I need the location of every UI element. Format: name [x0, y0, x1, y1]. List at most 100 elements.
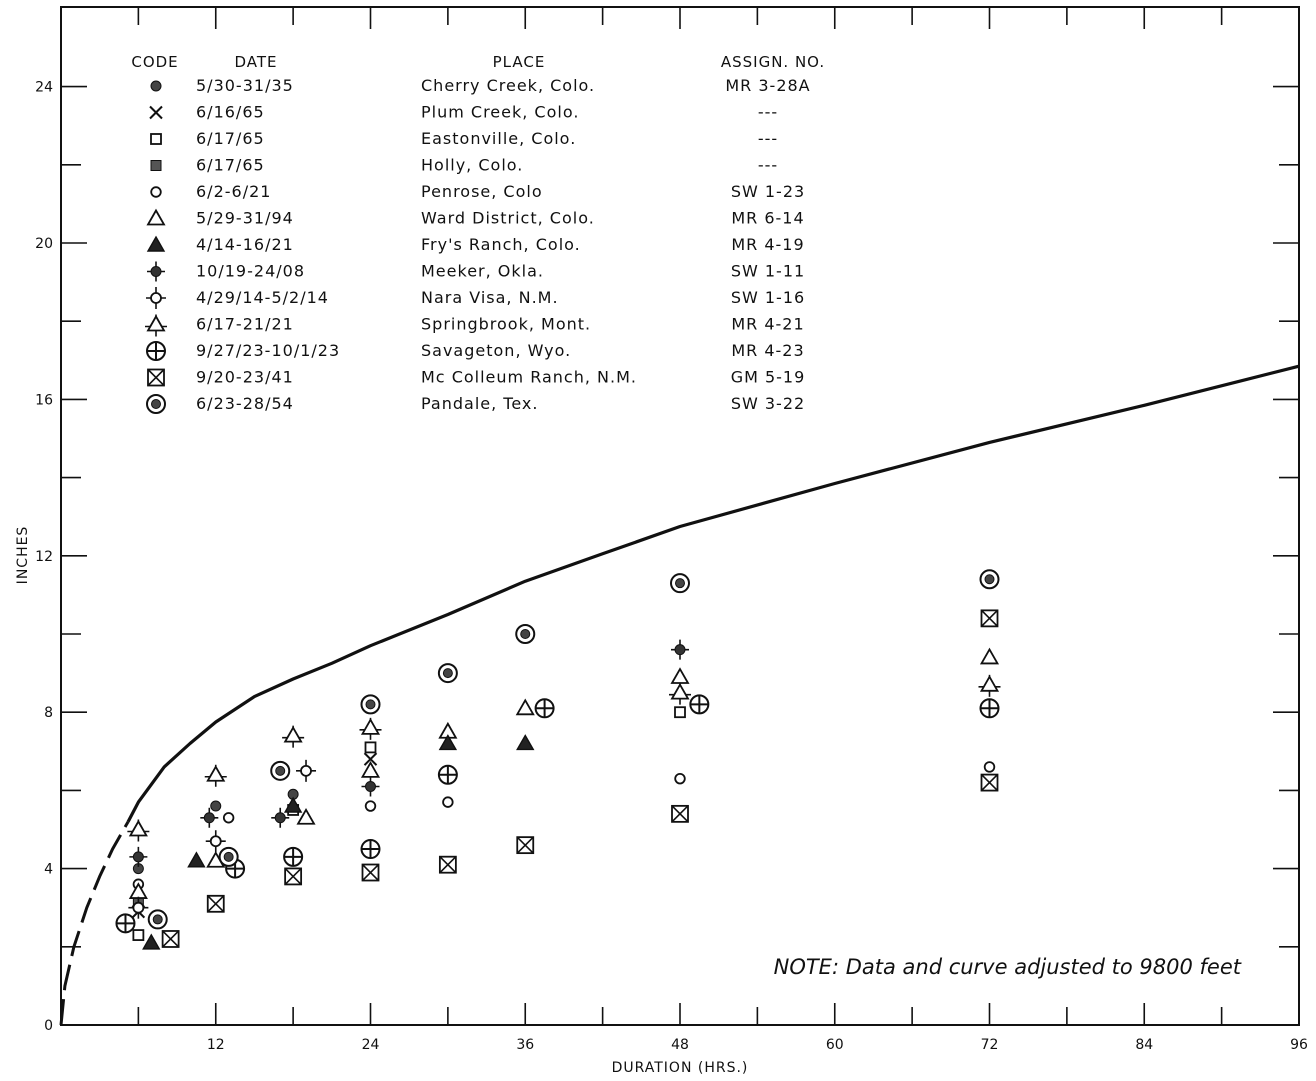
legend-symbol-ringed-dot — [146, 394, 166, 414]
legend-row: 6/16/65 Plum Creek, Colo. --- — [149, 103, 777, 122]
data-point-x — [363, 752, 378, 766]
x-tick-label: 12 — [207, 1037, 225, 1053]
legend-row: 10/19-24/08 Meeker, Okla. SW 1-11 — [147, 261, 805, 282]
legend-date: 9/20-23/41 — [196, 368, 294, 387]
x-tick-label: 48 — [671, 1037, 689, 1053]
data-point-square — [364, 741, 377, 754]
data-point-dot — [210, 800, 222, 812]
legend-date: 6/17-21/21 — [196, 315, 294, 334]
data-point-triangle — [670, 667, 690, 684]
data-point-triangle-plus — [669, 682, 691, 705]
legend-assign-no: MR 6-14 — [731, 209, 804, 228]
data-point-filled-triangle — [142, 933, 161, 950]
data-point-filled-triangle — [438, 734, 458, 751]
legend-assign-no: --- — [758, 156, 778, 175]
axis-ticks — [61, 7, 1299, 1025]
data-points — [115, 569, 1001, 950]
legend-place: Pandale, Tex. — [421, 394, 538, 413]
data-point-filled-triangle — [187, 851, 206, 868]
data-point-crossed-square — [516, 836, 535, 855]
legend-header-code: CODE — [131, 53, 178, 71]
legend-header-assign: ASSIGN. NO. — [721, 53, 825, 71]
legend-date: 6/16/65 — [196, 103, 265, 122]
legend-assign-no: SW 1-16 — [731, 288, 805, 307]
data-point-circle-plus — [205, 830, 226, 853]
data-point-triangle — [515, 698, 535, 716]
data-point-crossed-square — [161, 930, 180, 948]
legend-symbol-circle-plus — [146, 287, 166, 309]
legend-row: 4/14-16/21 Fry's Ranch, Colo. MR 4-19 — [146, 235, 804, 254]
legend-row: 5/30-31/35 Cherry Creek, Colo. MR 3-28A — [150, 76, 810, 95]
legend-place: Springbrook, Mont. — [421, 315, 591, 334]
data-point-square — [132, 929, 145, 941]
data-point-circle — [983, 761, 996, 773]
envelope-curve-solid — [126, 364, 1300, 823]
data-point-filled-plus — [129, 846, 148, 867]
legend-assign-no: SW 1-23 — [731, 182, 805, 201]
legend-symbol-circle — [150, 186, 162, 198]
legend-place: Savageton, Wyo. — [421, 341, 571, 360]
data-point-filled-triangle — [516, 734, 535, 751]
legend-place: Eastonville, Colo. — [421, 129, 576, 148]
legend-symbol-filled-triangle — [146, 235, 166, 252]
legend-place: Ward District, Colo. — [421, 209, 595, 228]
legend-assign-no: MR 3-28A — [725, 76, 810, 95]
legend-row: 6/17/65 Holly, Colo. --- — [150, 156, 778, 175]
y-tick-label: 12 — [35, 549, 53, 565]
legend-place: Cherry Creek, Colo. — [421, 76, 595, 95]
legend-date: 9/27/23-10/1/23 — [196, 341, 340, 360]
x-tick-label: 36 — [516, 1037, 534, 1053]
legend: CODE DATE PLACE ASSIGN. NO. 5/30-31/35 Ch… — [131, 53, 825, 414]
legend-header-date: DATE — [234, 53, 277, 71]
legend-date: 6/17/65 — [196, 156, 265, 175]
legend-symbol-filled-square — [150, 160, 162, 171]
envelope-curve — [59, 364, 1300, 1026]
data-point-crossed-square — [361, 863, 380, 882]
x-axis-title: DURATION (HRS.) — [612, 1060, 749, 1076]
data-point-crossed-circle — [437, 764, 458, 785]
y-tick-label: 20 — [35, 236, 53, 252]
legend-symbol-dot — [150, 80, 162, 92]
data-point-filled-triangle — [283, 796, 303, 813]
data-point-ringed-dot — [360, 694, 381, 715]
legend-header-place: PLACE — [493, 53, 546, 71]
data-point-crossed-square — [980, 609, 999, 628]
legend-row: 9/27/23-10/1/23 Savageton, Wyo. MR 4-23 — [146, 341, 804, 361]
x-tick-label: 96 — [1290, 1037, 1308, 1053]
legend-place: Fry's Ranch, Colo. — [421, 235, 581, 254]
data-point-crossed-square — [206, 894, 225, 913]
legend-place: Plum Creek, Colo. — [421, 103, 579, 122]
legend-place: Meeker, Okla. — [421, 262, 544, 281]
data-point-circle — [674, 772, 686, 785]
data-point-filled-plus — [200, 807, 219, 828]
legend-date: 6/23-28/54 — [196, 394, 294, 413]
x-tick-label: 72 — [981, 1037, 999, 1053]
legend-assign-no: --- — [758, 129, 778, 148]
data-point-filled-plus — [671, 639, 689, 660]
data-point-triangle-plus — [359, 717, 382, 740]
legend-place: Penrose, Colo — [421, 182, 543, 201]
data-point-crossed-square — [284, 867, 303, 886]
data-point-circle-plus — [296, 759, 317, 782]
y-tick-label: 24 — [35, 80, 53, 96]
legend-date: 10/19-24/08 — [196, 262, 305, 281]
legend-date: 6/2-6/21 — [196, 182, 271, 201]
data-point-crossed-circle — [283, 846, 304, 867]
data-point-crossed-circle — [979, 698, 1000, 719]
data-point-triangle-plus — [127, 819, 150, 842]
legend-assign-no: SW 1-11 — [731, 262, 805, 281]
x-tick-label: 60 — [826, 1037, 844, 1053]
data-point-ringed-dot — [147, 909, 168, 930]
y-tick-label: 16 — [35, 392, 53, 408]
legend-symbol-triangle — [146, 208, 166, 226]
legend-symbol-filled-plus — [147, 261, 165, 282]
legend-assign-no: MR 4-19 — [731, 235, 804, 254]
data-point-circle-plus — [128, 896, 149, 919]
data-point-crossed-circle — [534, 698, 555, 719]
data-point-crossed-circle — [360, 839, 381, 860]
data-point-crossed-square — [980, 773, 999, 792]
legend-symbol-crossed-square — [147, 368, 165, 387]
data-point-triangle — [128, 882, 148, 899]
legend-symbol-square — [150, 133, 162, 145]
